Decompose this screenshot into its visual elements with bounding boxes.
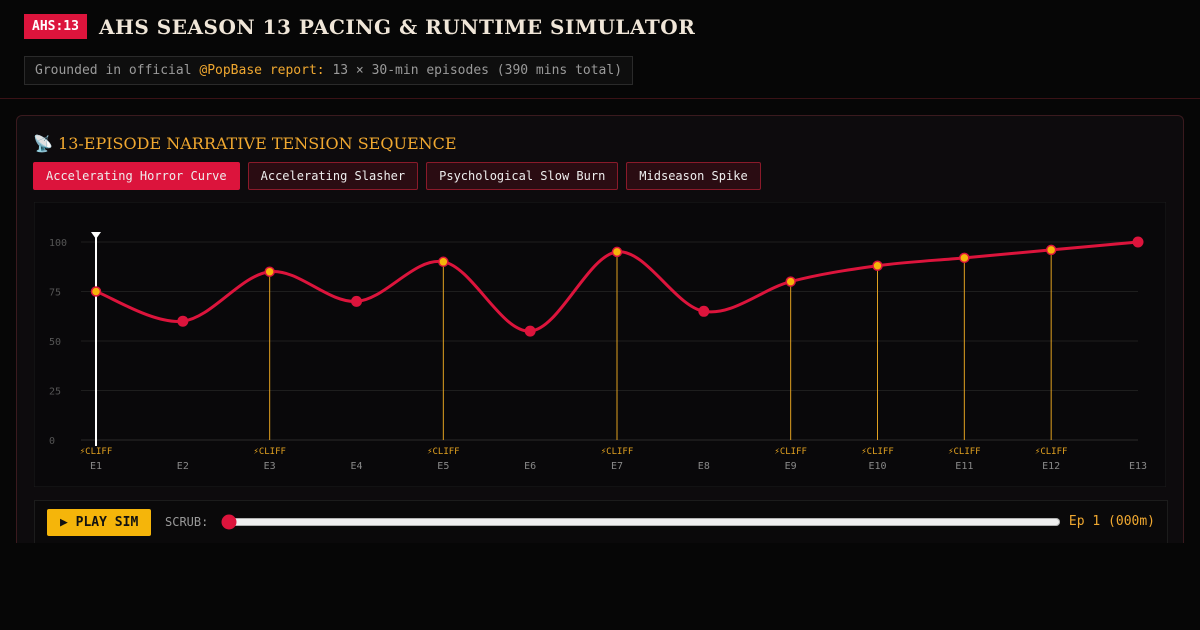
point (611, 246, 623, 258)
tabs: Accelerating Horror Curve Accelerating Sl… (33, 162, 761, 190)
cliff-label: ⚡CLIFF (253, 447, 286, 457)
x-tick-label: E9 (785, 461, 797, 472)
tab[interactable]: Accelerating Horror Curve (33, 162, 240, 190)
panel: 📡 13-EPISODE NARRATIVE TENSION SEQUENCE … (16, 115, 1184, 543)
cliff-label: ⚡CLIFF (861, 447, 894, 457)
tab[interactable]: Psychological Slow Burn (426, 162, 619, 190)
subtitle-rest: 13 × 30-min episodes (390 mins total) (332, 63, 623, 78)
cliff-label: ⚡CLIFF (948, 447, 981, 457)
subtitle-prefix: Grounded in official (35, 63, 192, 78)
point (264, 266, 275, 277)
divider (0, 98, 1200, 99)
point (1045, 244, 1057, 256)
tab[interactable]: Midseason Spike (626, 162, 761, 190)
point (785, 276, 796, 287)
x-tick-label: E5 (437, 461, 449, 472)
cliff-label: ⚡CLIFF (80, 447, 113, 457)
scrub-slider[interactable] (221, 514, 1061, 530)
y-tick-label: 75 (49, 288, 61, 299)
x-tick-label: E2 (177, 461, 189, 472)
point (90, 286, 102, 297)
point (177, 315, 189, 327)
point (438, 256, 449, 268)
x-tick-label: E12 (1042, 461, 1060, 472)
cliff-label: ⚡CLIFF (601, 447, 634, 457)
cliff-label: ⚡CLIFF (1035, 447, 1068, 457)
chart-bg (34, 202, 1166, 487)
controls: ▶ PLAY SIM SCRUB: Ep 1 (000m) (34, 500, 1168, 543)
badge: AHS:13 (24, 14, 87, 39)
tab[interactable]: Accelerating Slasher (247, 162, 419, 190)
scrub-label: SCRUB: (165, 515, 209, 529)
status: Ep 1 (000m) (1068, 514, 1155, 529)
y-tick-label: 100 (49, 238, 67, 249)
point (698, 305, 710, 317)
panel-title: 📡 13-EPISODE NARRATIVE TENSION SEQUENCE (33, 134, 457, 153)
playhead-cap (91, 232, 101, 239)
x-tick-label: E6 (524, 461, 536, 472)
x-tick-label: E4 (350, 461, 362, 472)
header: AHS:13 AHS SEASON 13 PACING & RUNTIME SI… (24, 14, 695, 39)
x-tick-label: E13 (1129, 461, 1147, 472)
page-title: AHS SEASON 13 PACING & RUNTIME SIMULATOR (98, 14, 696, 39)
y-tick-label: 0 (49, 436, 55, 447)
panel-title-text: 13-EPISODE NARRATIVE TENSION SEQUENCE (58, 134, 457, 153)
y-tick-label: 50 (49, 337, 61, 348)
point (351, 295, 362, 307)
x-tick-label: E11 (955, 461, 973, 472)
point (524, 325, 536, 337)
point (1132, 236, 1144, 248)
play-button[interactable]: ▶ PLAY SIM (47, 509, 152, 536)
subtitle: Grounded in official @PopBase report: 13… (24, 56, 634, 85)
x-tick-label: E7 (611, 461, 623, 472)
point (959, 252, 970, 264)
cliff-label: ⚡CLIFF (427, 447, 460, 457)
y-tick-label: 25 (49, 387, 61, 398)
x-tick-label: E8 (698, 461, 710, 472)
chart: 0 25 50 75 100 E1 E2 E3 E4 E5 E6 E7 E8 E9 E10 E11 E12 E13… (34, 202, 1166, 487)
cliff-label: ⚡CLIFF (774, 447, 807, 457)
subtitle-highlight: @PopBase report: (199, 63, 325, 78)
x-tick-label: E10 (868, 461, 886, 472)
panel-icon: 📡 (33, 134, 53, 153)
point (872, 260, 883, 272)
x-tick-label: E1 (90, 461, 102, 472)
x-tick-label: E3 (264, 461, 276, 472)
